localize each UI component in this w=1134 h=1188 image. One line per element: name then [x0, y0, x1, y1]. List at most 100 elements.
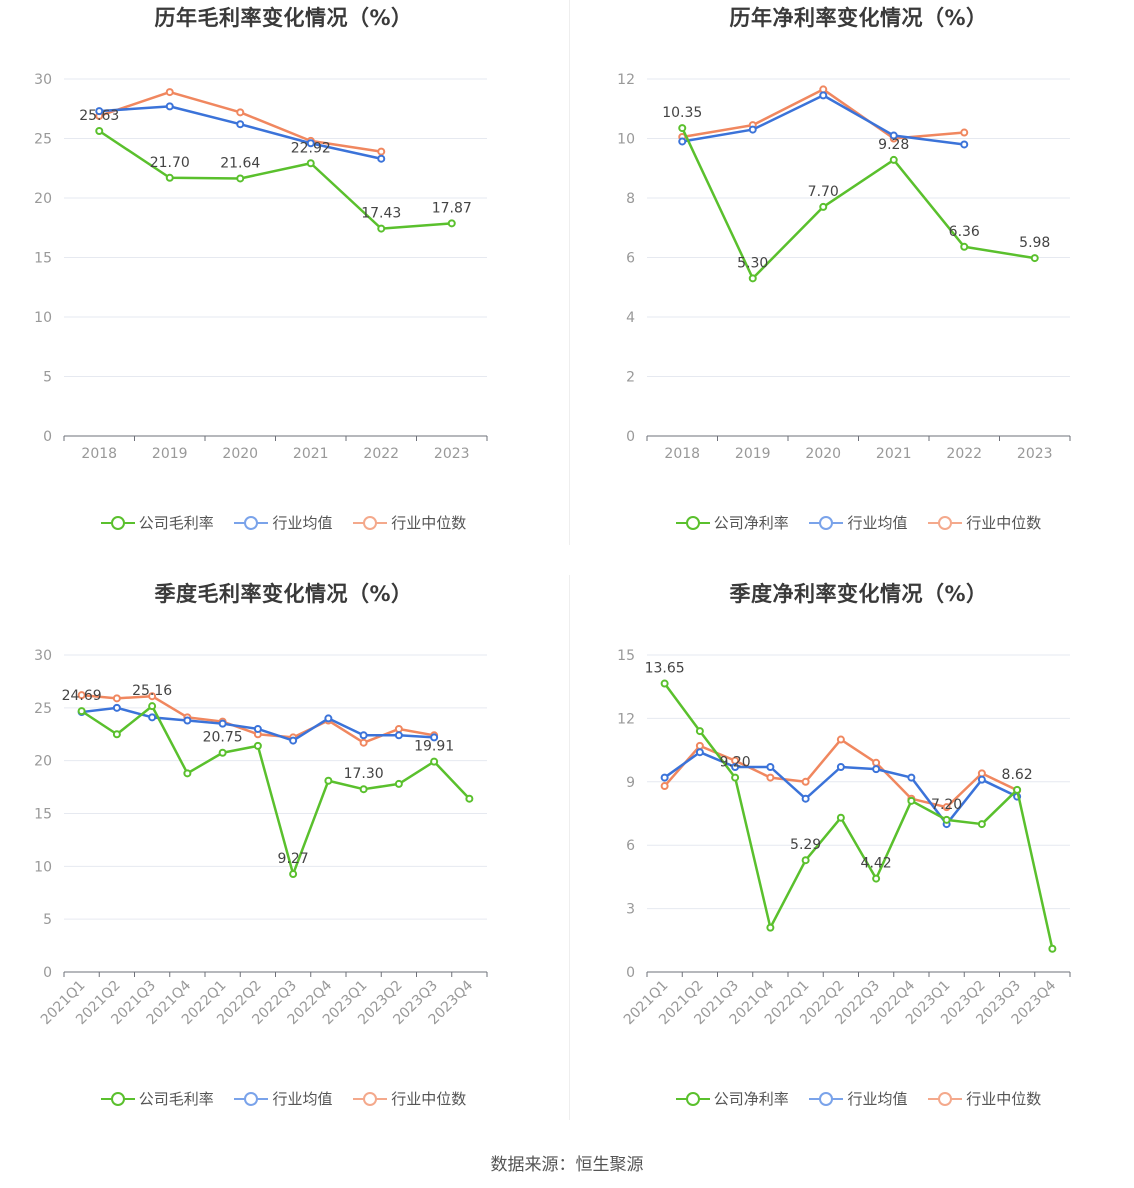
x-tick-label: 2022 — [363, 446, 399, 462]
legend-item-company[interactable]: 公司毛利率 — [100, 1088, 214, 1109]
x-tick-label: 2018 — [664, 446, 700, 462]
x-tick-label: 2018 — [81, 446, 117, 462]
data-point-company — [253, 741, 262, 750]
y-tick-label: 15 — [34, 807, 52, 823]
chart-legend: 公司毛利率 行业均值 行业中位数 — [0, 512, 567, 535]
legend-line-icon — [353, 1091, 388, 1107]
data-point-company — [165, 173, 174, 182]
data-point-company — [748, 274, 757, 283]
data-point-industry-avg — [324, 714, 333, 723]
data-point-industry-median — [977, 769, 986, 778]
chart-panel-annual-net: 历年净利率变化情况（%） 0 2 4 6 8 10 12 2018 2019 2020 2021 20… — [583, 0, 1134, 545]
chart-svg: 0510152025302021Q12021Q22021Q32021Q42022… — [34, 648, 488, 1028]
legend-item-avg[interactable]: 行业均值 — [234, 512, 333, 533]
chart-title: 历年净利率变化情况（%） — [729, 6, 988, 30]
data-point-industry-median — [165, 88, 174, 97]
data-point-industry-median — [942, 803, 951, 812]
y-tick-label: 6 — [626, 251, 635, 267]
series-line-company — [663, 682, 1054, 950]
y-tick-label: 0 — [626, 429, 635, 445]
data-point-industry-median — [836, 735, 845, 744]
data-label: 8.62 — [1002, 767, 1033, 783]
data-point-industry-avg — [801, 794, 810, 803]
y-tick-label: 10 — [34, 310, 52, 326]
legend-line-icon — [353, 515, 388, 531]
data-point-industry-median — [660, 782, 669, 791]
y-tick-label: 10 — [617, 132, 635, 148]
data-point-company — [377, 224, 386, 233]
data-point-company — [148, 702, 157, 711]
data-label: 9.28 — [878, 137, 909, 153]
data-label: 5.98 — [1019, 235, 1050, 251]
data-label: 17.30 — [344, 766, 384, 782]
y-tick-label: 9 — [626, 775, 635, 791]
x-tick-label: 2019 — [735, 446, 771, 462]
legend-line-icon — [234, 1091, 269, 1107]
chart-panel-quarter-net: 季度净利率变化情况（%） 0 3 6 9 12 15 2021Q1 2021Q2 2021Q3 2… — [583, 576, 1134, 1121]
legend-label: 公司净利率 — [713, 514, 789, 532]
x-tick-label: 2022 — [946, 446, 982, 462]
legend-item-avg[interactable]: 行业均值 — [234, 1088, 333, 1109]
data-label: 5.29 — [790, 837, 821, 853]
data-point-company — [960, 242, 969, 251]
legend-item-avg[interactable]: 行业均值 — [809, 512, 908, 533]
legend-item-company[interactable]: 公司毛利率 — [100, 512, 214, 533]
data-point-industry-avg — [359, 731, 368, 740]
data-point-company — [1048, 944, 1057, 953]
x-tick-label: 2020 — [805, 446, 841, 462]
legend-line-icon — [675, 1091, 710, 1107]
data-point-industry-avg — [748, 125, 757, 134]
data-source-note: 数据来源：恒生聚源 — [490, 1155, 644, 1175]
legend-label: 行业均值 — [847, 514, 908, 532]
data-point-company — [183, 769, 192, 778]
y-tick-label: 2 — [626, 370, 635, 386]
legend-item-company[interactable]: 公司净利率 — [675, 512, 789, 533]
legend-line-icon — [809, 1091, 844, 1107]
data-point-industry-avg — [731, 763, 740, 772]
y-tick-label: 30 — [34, 648, 52, 664]
series-line-company — [681, 127, 1035, 280]
chart-legend: 公司净利率 行业均值 行业中位数 — [583, 1088, 1134, 1111]
y-tick-label: 25 — [34, 701, 52, 717]
data-point-industry-avg — [306, 139, 315, 148]
data-label: 21.64 — [220, 155, 260, 171]
chart-svg: 036912152021Q12021Q22021Q32021Q42022Q120… — [617, 648, 1071, 1028]
data-label: 25.63 — [79, 108, 119, 124]
legend-label: 行业中位数 — [966, 514, 1042, 532]
data-point-industry-avg — [836, 763, 845, 772]
legend-line-icon — [675, 515, 710, 531]
data-point-company — [836, 813, 845, 822]
legend-label: 行业中位数 — [391, 514, 467, 532]
data-point-industry-avg — [165, 102, 174, 111]
x-tick-label: 2023 — [1017, 446, 1053, 462]
data-point-industry-avg — [678, 137, 687, 146]
data-point-industry-avg — [889, 131, 898, 140]
legend-item-median[interactable]: 行业中位数 — [928, 512, 1041, 533]
data-label: 4.42 — [861, 856, 892, 872]
legend-line-icon — [809, 515, 844, 531]
data-label: 25.16 — [132, 683, 172, 699]
legend-item-avg[interactable]: 行业均值 — [809, 1088, 908, 1109]
legend-item-median[interactable]: 行业中位数 — [353, 1088, 466, 1109]
legend-label: 公司毛利率 — [138, 1090, 214, 1108]
panel-divider-bottom — [569, 575, 570, 1120]
data-point-industry-avg — [253, 724, 262, 733]
data-point-industry-avg — [872, 765, 881, 774]
y-tick-label: 3 — [626, 902, 635, 918]
y-tick-label: 0 — [626, 965, 635, 981]
data-label: 9.20 — [720, 755, 751, 771]
legend-item-company[interactable]: 公司净利率 — [675, 1088, 789, 1109]
series-line-industry-avg — [663, 750, 1018, 826]
data-point-industry-avg — [430, 733, 439, 742]
legend-item-median[interactable]: 行业中位数 — [928, 1088, 1041, 1109]
legend-label: 行业均值 — [272, 514, 333, 532]
x-tick-label: 2023 — [434, 446, 470, 462]
data-point-company — [977, 820, 986, 829]
x-tick-label: 2020 — [222, 446, 258, 462]
data-point-industry-avg — [660, 773, 669, 782]
legend-item-median[interactable]: 行业中位数 — [353, 512, 466, 533]
data-point-company — [289, 870, 298, 879]
data-point-company — [872, 874, 881, 883]
data-label: 6.36 — [949, 224, 980, 240]
y-tick-label: 20 — [34, 191, 52, 207]
